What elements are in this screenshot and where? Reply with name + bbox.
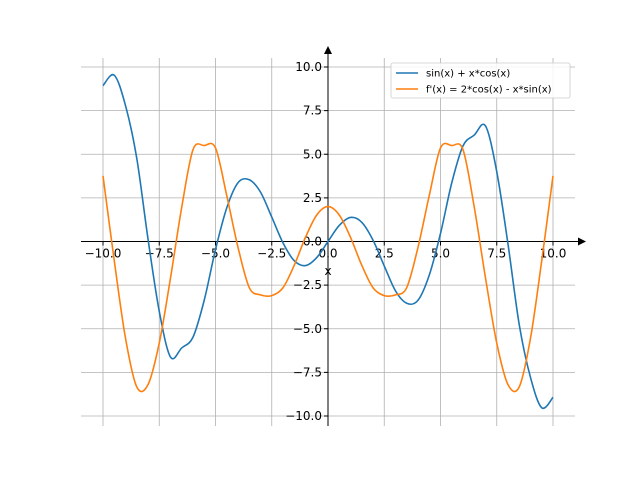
y-tick-label-4: 0.0: [303, 235, 322, 249]
x-tick-label-1: −7.5: [145, 247, 174, 261]
x-axis-label: x: [324, 264, 331, 278]
y-axis-arrow: [324, 46, 332, 54]
legend: sin(x) + x*cos(x) f'(x) = 2*cos(x) - x*si…: [390, 62, 571, 99]
series-line-1: [102, 73, 554, 410]
y-tick-label-7: 7.5: [303, 104, 322, 118]
y-tick-label-5: 2.5: [303, 191, 322, 205]
y-tick-label-2: −5.0: [293, 322, 322, 336]
x-tick-label-3: −2.5: [257, 247, 286, 261]
legend-box: [390, 62, 571, 99]
series-line-2: [102, 142, 554, 393]
y-tick-label-8: 10.0: [295, 60, 322, 74]
axes: [81, 46, 586, 426]
y-tick-label-6: 5.0: [303, 147, 322, 161]
x-tick-label-8: 10.0: [540, 247, 567, 261]
y-tick-label-3: −2.5: [293, 278, 322, 292]
series-lines: [102, 73, 554, 410]
legend-label-2: f'(x) = 2*cos(x) - x*sin(x): [426, 85, 552, 96]
y-tick-label-1: −7.5: [293, 365, 322, 379]
x-tick-label-5: 2.5: [375, 247, 394, 261]
legend-label-1: sin(x) + x*cos(x): [426, 69, 510, 80]
x-tick-label-0: −10.0: [85, 247, 122, 261]
y-tick-label-0: −10.0: [285, 409, 322, 423]
x-tick-label-2: −5.0: [201, 247, 230, 261]
x-axis-arrow: [578, 237, 586, 246]
x-tick-label-4: 0.0: [318, 247, 337, 261]
x-tick-label-7: 7.5: [487, 247, 506, 261]
